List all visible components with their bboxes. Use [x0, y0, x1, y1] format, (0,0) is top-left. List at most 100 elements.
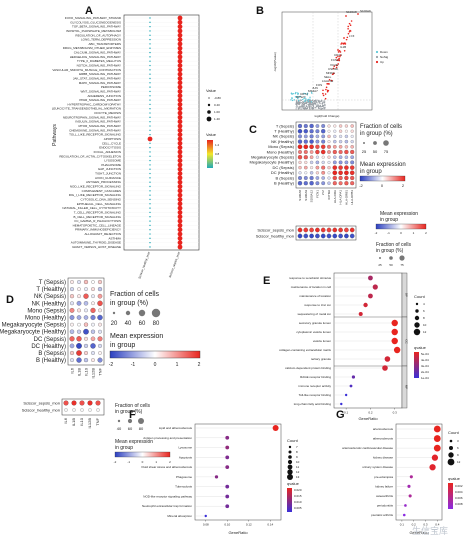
panel-b-point-nosig: [314, 106, 316, 109]
panel-c-row-label: DC (Sepsis): [272, 165, 294, 170]
panel-d-dot: [91, 280, 95, 284]
panel-c-dot: [303, 181, 308, 186]
panel-c-sub-colorbar: [375, 223, 427, 230]
panel-a-pathway-label: GAP_JUNCTION: [98, 167, 121, 171]
panel-b-point-down: [310, 101, 313, 103]
panel-a-healthy-dot: [149, 38, 151, 41]
panel-b-gene-label: CSF3R: [328, 67, 339, 71]
panel-c-gene-label: IFITM2: [327, 190, 331, 200]
panel-d-dot: [77, 322, 81, 327]
panel-c-dot: [315, 144, 320, 149]
panel-b-point-nosig: [309, 101, 311, 103]
panel-g-colorbar-ticks: 0.002 0.004 0.006 0.008: [455, 484, 463, 506]
panel-c-dot: [309, 123, 314, 129]
panel-b-point-nosig: [317, 105, 320, 107]
panel-b-point-up: [324, 93, 327, 95]
panel-c-dot: [321, 176, 325, 180]
panel-b-point-down: [297, 93, 299, 96]
panel-b-point-nosig: [310, 100, 312, 102]
panel-d-dot: [97, 287, 103, 292]
panel-c-sub-dot: [349, 227, 355, 233]
panel-e-term-label: response to zinc ion: [304, 303, 331, 307]
panel-b-point-up: [343, 49, 346, 52]
panel-c-dot: [332, 165, 338, 170]
panel-b-point-up: [327, 83, 330, 85]
panel-d-dot: [91, 351, 95, 355]
panel-a-healthy-dot: [149, 95, 151, 97]
panel-a-sepsis-dot: [177, 19, 183, 25]
panel-a-pathway-label: NATURAL_KILLER_CELL_CYTOTOXICITY: [62, 206, 121, 210]
panel-c-dot: [333, 124, 337, 128]
panel-b-ylabel: -log10(Pvalue): [273, 52, 277, 72]
panel-g-xlabel: GeneRatio: [409, 530, 429, 535]
panel-f-dot: [225, 484, 230, 489]
panel-f-dot: [204, 514, 207, 518]
panel-c-dot: [315, 139, 320, 144]
panel-d-sub-dot: [96, 408, 100, 412]
panel-a-pathway-label: CHEMOKINE_SIGNALING_PATHWAY: [69, 128, 121, 132]
panel-d-dot: [91, 294, 95, 299]
panel-c-dot: [303, 144, 309, 150]
panel-b-point-up: [343, 37, 345, 39]
panel-e-term-label: vesicle lumen: [313, 339, 332, 343]
panel-b-point-nosig: [317, 107, 319, 109]
panel-c-sub-dot: [297, 227, 303, 233]
panel-b-point-nosig: [308, 104, 310, 106]
panel-a-healthy-dot: [149, 216, 151, 218]
panel-f-xtick-label: 0.08: [203, 523, 209, 527]
panel-c-dot: [303, 123, 308, 129]
panel-c-sub-color-title-2: in group: [380, 217, 398, 223]
panel-a-sepsis-dot: [177, 222, 183, 228]
panel-g-count-title: Count: [448, 430, 460, 435]
panel-f-term-label: Lysosome: [178, 446, 192, 450]
panel-c-dot: [344, 175, 349, 181]
panel-c-dot: [327, 129, 331, 133]
panel-d-size-legend-dot: [151, 308, 161, 318]
panel-a-sepsis-dot: [177, 15, 183, 21]
panel-e-dot: [340, 402, 343, 406]
panel-d-sub-size-legend-label: 60: [128, 426, 133, 431]
panel-b-point-nosig: [300, 106, 302, 108]
panel-b-point-nosig: [324, 104, 326, 107]
panel-b-point-nosig: [312, 106, 314, 108]
panel-b-point-nosig: [323, 102, 326, 104]
panel-d-dot: [98, 308, 102, 313]
panel-d-gene-label: IL12B: [91, 368, 96, 379]
panel-c-dot: [350, 181, 355, 186]
panel-d-colorbar-tick: 2: [198, 362, 201, 368]
panel-b-gene-label: CD74: [300, 92, 308, 96]
panel-b-gene-label: S100A9: [360, 9, 371, 13]
panel-b-point-nosig: [315, 103, 317, 106]
panel-a-sepsis-dot: [177, 244, 183, 250]
panel-c-dot: [321, 155, 325, 159]
panel-d-dot: [76, 315, 82, 320]
panel-a-sepsis-dot: [177, 37, 183, 43]
panel-a-pathway-label: MTOR_SIGNALING_PATHWAY: [78, 124, 121, 128]
panel-g-term-label: kidney disease: [373, 456, 393, 460]
panel-a-healthy-dot: [149, 181, 151, 183]
panel-b-gene-label: FCN1: [331, 58, 339, 62]
panel-a-healthy-dot: [149, 112, 151, 114]
panel-c-sub-dot: [332, 227, 338, 233]
panel-c-dot: [350, 124, 354, 128]
panel-c-sub-row-label: Sciscor_healthy_mon: [256, 233, 294, 238]
panel-d-row-label: Megakaryocyte (Healthy): [0, 330, 66, 336]
panel-d-colorbar-ticks: -2 -1 0 1 2: [109, 362, 201, 368]
panel-d-sub-dot: [72, 408, 76, 412]
panel-b-point-nosig: [297, 101, 299, 103]
panel-g-term-label: pre-eclampsia: [374, 475, 393, 479]
panel-b-point-down: [294, 96, 297, 98]
panel-d-color-title-2: in group: [110, 342, 135, 349]
panel-b-point-up: [338, 49, 341, 52]
panel-b-point-nosig: [301, 105, 303, 108]
panel-b-point-up: [333, 65, 336, 68]
panel-b-point-nosig: [309, 108, 311, 110]
panel-a-sepsis-dot: [177, 71, 183, 77]
panel-g-count-legend-label: 6: [457, 446, 459, 450]
panel-c-sub-dot: [338, 233, 343, 239]
panel-a-healthy-dot: [149, 116, 151, 119]
panel-a-sepsis-dot: [177, 132, 183, 138]
panel-a-healthy-dot: [149, 185, 151, 188]
panel-b-point-nosig: [295, 106, 298, 108]
panel-c-color-title-2: in group: [360, 169, 382, 175]
